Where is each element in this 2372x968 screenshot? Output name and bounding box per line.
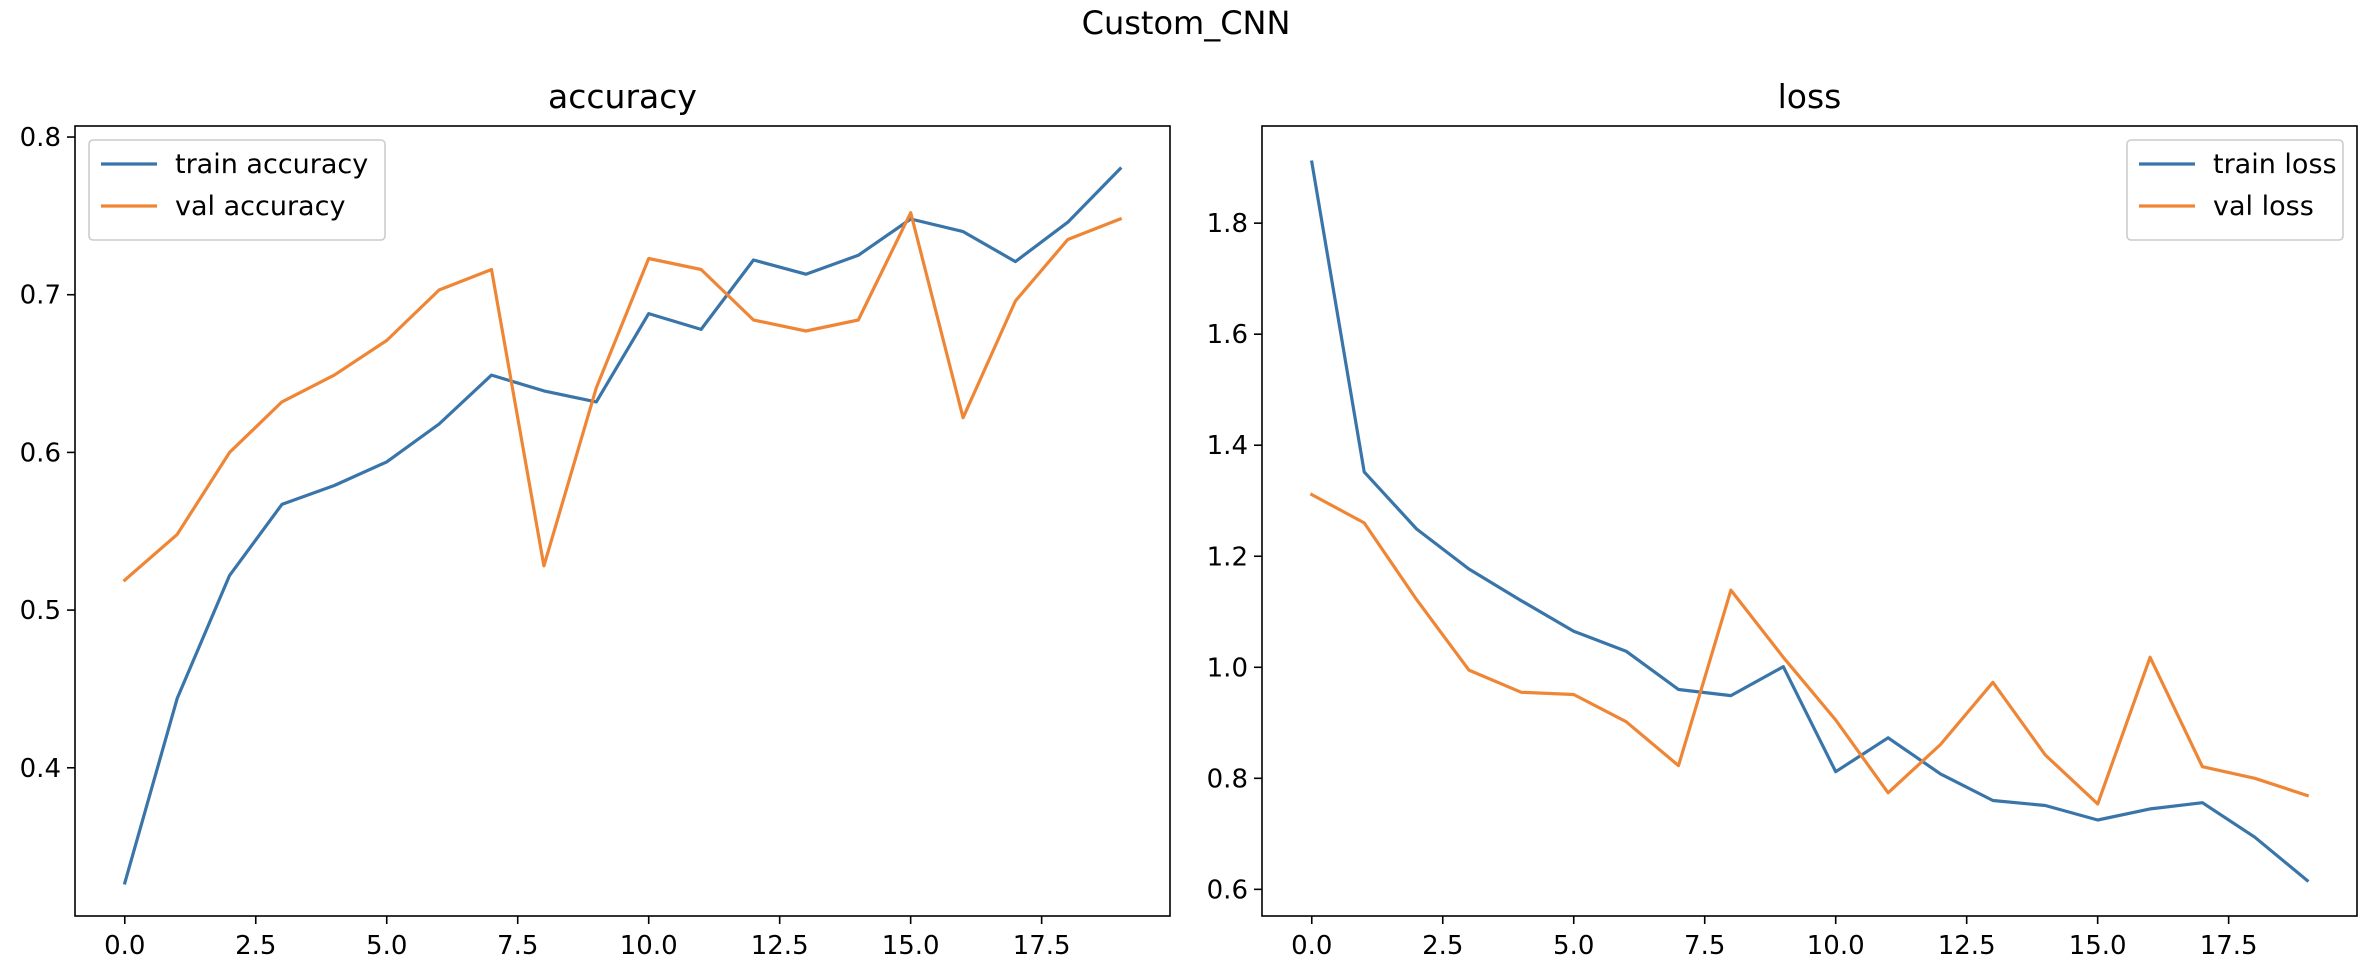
train-loss-legend-label: train loss [2213,149,2337,180]
loss-x-tick-label: 15.0 [2069,931,2127,961]
val-loss-line [1309,492,2310,806]
loss-axes-frame [1261,125,2358,917]
loss-x-tick-label: 12.5 [1938,931,1996,961]
accuracy-axes: accuracy 0.0 2.5 5.0 7.5 10.0 12.5 15.0 17.5 0.4 0… [20,77,1171,961]
accuracy-title: accuracy [548,77,697,116]
loss-title: loss [1778,77,1842,116]
accuracy-x-tick-label: 2.5 [235,931,276,961]
accuracy-y-tick-label: 0.7 [20,281,61,311]
loss-x-tick-label: 2.5 [1422,931,1463,961]
loss-x-tick-label: 5.0 [1553,931,1594,961]
accuracy-axes-frame [74,125,1171,917]
accuracy-y-tick-label: 0.4 [20,754,61,784]
loss-y-tick-label: 1.6 [1207,320,1248,350]
accuracy-x-tick-label: 0.0 [104,931,145,961]
train-loss-line [1309,160,2310,883]
val-accuracy-line [122,211,1123,583]
accuracy-y-tick-label: 0.6 [20,438,61,468]
accuracy-x-tick-label: 15.0 [882,931,940,961]
accuracy-x-tick-label: 17.5 [1013,931,1071,961]
loss-y-tick-label: 1.4 [1207,431,1248,461]
accuracy-y-tick-label: 0.5 [20,596,61,626]
loss-y-tick-label: 1.2 [1207,542,1248,572]
loss-x-tick-label: 0.0 [1291,931,1332,961]
accuracy-legend-box [88,139,386,241]
loss-y-tick-label: 0.6 [1207,875,1248,905]
loss-x-tick-label: 7.5 [1684,931,1725,961]
figure-suptitle: Custom_CNN [1082,4,1291,42]
train-accuracy-line [122,166,1123,885]
loss-axes: loss 0.0 2.5 5.0 7.5 10.0 12.5 15.0 17.5 0.6 0.8 1.… [1207,77,2358,961]
accuracy-legend: train accuracy val accuracy [88,139,386,241]
subplots: accuracy 0.0 2.5 5.0 7.5 10.0 12.5 15.0 17.5 0.4 0… [20,77,2358,961]
val-loss-legend-label: val loss [2213,191,2314,222]
loss-y-tick-label: 1.0 [1207,653,1248,683]
loss-y-tick-label: 1.8 [1207,209,1248,239]
loss-legend: train loss val loss [2126,139,2344,241]
loss-y-tick-label: 0.8 [1207,764,1248,794]
val-accuracy-legend-label: val accuracy [175,191,345,222]
loss-x-tick-label: 17.5 [2200,931,2258,961]
train-accuracy-legend-label: train accuracy [175,149,368,180]
accuracy-x-tick-label: 5.0 [366,931,407,961]
accuracy-y-tick-label: 0.8 [20,123,61,153]
accuracy-x-tick-label: 12.5 [751,931,809,961]
accuracy-x-tick-label: 7.5 [497,931,538,961]
loss-x-tick-label: 10.0 [1807,931,1865,961]
accuracy-x-tick-label: 10.0 [620,931,678,961]
